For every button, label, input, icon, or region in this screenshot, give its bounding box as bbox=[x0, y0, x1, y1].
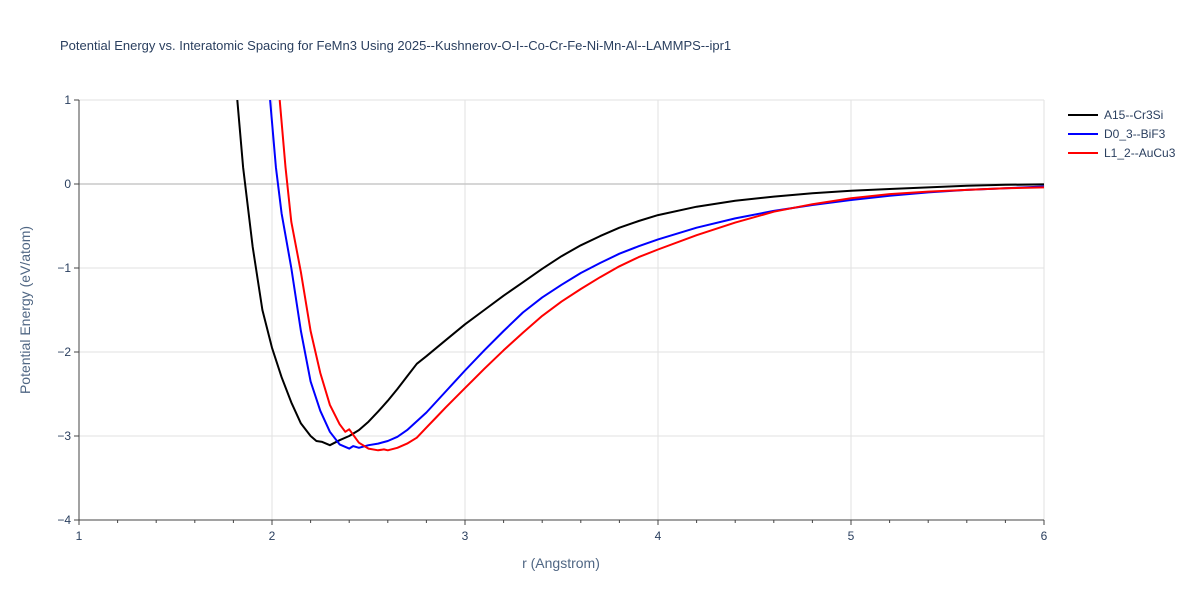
series-line-2 bbox=[278, 100, 1044, 452]
y-tick-label: −2 bbox=[57, 345, 71, 359]
x-tick-label: 3 bbox=[462, 529, 469, 543]
legend-label: D0_3--BiF3 bbox=[1104, 127, 1166, 141]
y-tick-label: −1 bbox=[57, 261, 71, 275]
y-tick-label: −3 bbox=[57, 429, 71, 443]
y-tick-label: 1 bbox=[64, 93, 71, 107]
legend-item[interactable]: A15--Cr3Si bbox=[1068, 108, 1163, 122]
legend-label: L1_2--AuCu3 bbox=[1104, 146, 1176, 160]
y-axis-title: Potential Energy (eV/atom) bbox=[17, 226, 33, 394]
legend-label: A15--Cr3Si bbox=[1104, 108, 1163, 122]
legend-item[interactable]: D0_3--BiF3 bbox=[1068, 127, 1166, 141]
x-axis-title: r (Angstrom) bbox=[522, 555, 600, 571]
grid bbox=[79, 99, 1045, 520]
y-axis: 1 0 −1 −2 −3 −4 bbox=[57, 93, 79, 527]
series-line-0 bbox=[236, 100, 1044, 447]
chart-title: Potential Energy vs. Interatomic Spacing… bbox=[60, 38, 731, 53]
series-lines bbox=[236, 100, 1044, 452]
x-tick-label: 4 bbox=[655, 529, 662, 543]
legend[interactable]: A15--Cr3Si D0_3--BiF3 L1_2--AuCu3 bbox=[1068, 108, 1176, 160]
x-tick-label: 2 bbox=[269, 529, 276, 543]
x-axis: 1 2 3 4 5 6 bbox=[76, 520, 1048, 543]
x-tick-label: 1 bbox=[76, 529, 83, 543]
series-line-1 bbox=[269, 100, 1044, 450]
x-tick-label: 6 bbox=[1041, 529, 1048, 543]
y-tick-label: 0 bbox=[64, 177, 71, 191]
legend-item[interactable]: L1_2--AuCu3 bbox=[1068, 146, 1176, 160]
x-tick-label: 5 bbox=[848, 529, 855, 543]
y-tick-label: −4 bbox=[57, 513, 71, 527]
